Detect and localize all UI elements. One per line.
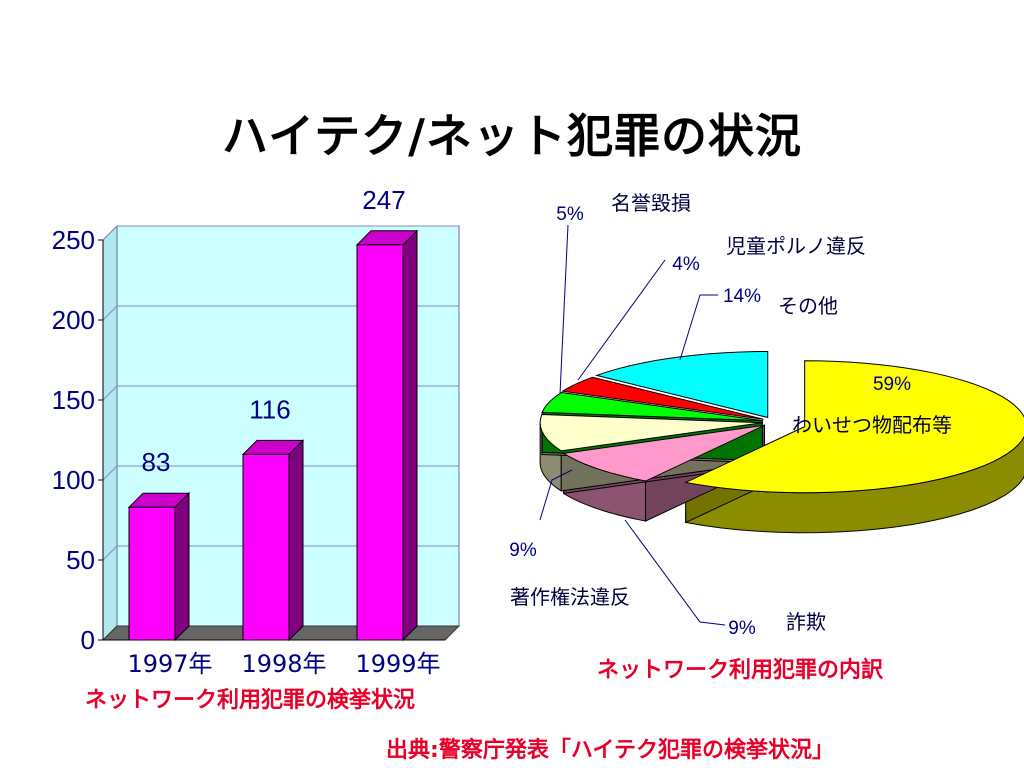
pie-pct-label: 4%	[672, 254, 700, 275]
bar	[127, 491, 191, 642]
bar	[355, 229, 419, 642]
pie-slice	[562, 424, 765, 482]
pie-category-label: 児童ポルノ違反	[726, 234, 866, 258]
leader-line	[679, 294, 718, 361]
bar-chart-title: ネットワーク利用犯罪の検挙状況	[84, 688, 415, 713]
bar-front	[128, 506, 176, 641]
gridline	[102, 305, 459, 321]
bar-front	[356, 244, 404, 641]
gridline	[102, 545, 459, 561]
pie-category-label: その他	[778, 294, 838, 318]
x-tick-label: 1999年	[355, 650, 440, 678]
pie-pct-label: 59%	[873, 374, 911, 395]
pie-category-label: 詐欺	[786, 610, 826, 634]
gridline	[102, 465, 459, 481]
y-tick-label: 200	[52, 305, 95, 335]
pie-category-label: わいせつ物配布等	[792, 413, 952, 437]
y-tick-label: 100	[52, 465, 95, 495]
pie-slice	[539, 413, 763, 452]
x-tick-label: 1997年	[127, 650, 212, 678]
gridline	[102, 225, 459, 241]
bar-front	[242, 453, 290, 641]
pie-pct-label: 14%	[723, 286, 761, 307]
pie-pct-label: 9%	[509, 540, 537, 561]
leader-line	[577, 259, 666, 381]
pie-category-label: 著作権法違反	[510, 585, 630, 609]
x-tick-label: 1998年	[241, 650, 326, 678]
leader-line	[539, 469, 573, 521]
page-title: ハイテク/ネット犯罪の状況	[222, 109, 802, 163]
pie-pct-label: 5%	[556, 204, 584, 225]
pie-slice	[684, 360, 1024, 494]
y-tick-label: 0	[81, 625, 95, 655]
gridline	[102, 385, 459, 401]
pie-slice	[594, 350, 769, 419]
bar-value-label: 247	[362, 185, 405, 215]
bar	[241, 439, 305, 642]
pie-slice	[561, 376, 764, 420]
y-tick-label: 250	[52, 225, 95, 255]
pie-chart-title: ネットワーク利用犯罪の内訳	[596, 658, 883, 683]
bar-value-label: 116	[249, 394, 290, 424]
y-tick-label: 150	[52, 385, 95, 415]
source-note: 出典:警察庁発表「ハイテク犯罪の検挙状況」	[386, 738, 834, 763]
y-tick-label: 50	[66, 545, 95, 575]
leader-line	[624, 519, 726, 626]
pie-pct-label: 9%	[728, 618, 756, 639]
pie-category-label: 名誉毀損	[611, 191, 691, 215]
leader-line	[559, 224, 569, 395]
bar-value-label: 83	[142, 447, 171, 477]
